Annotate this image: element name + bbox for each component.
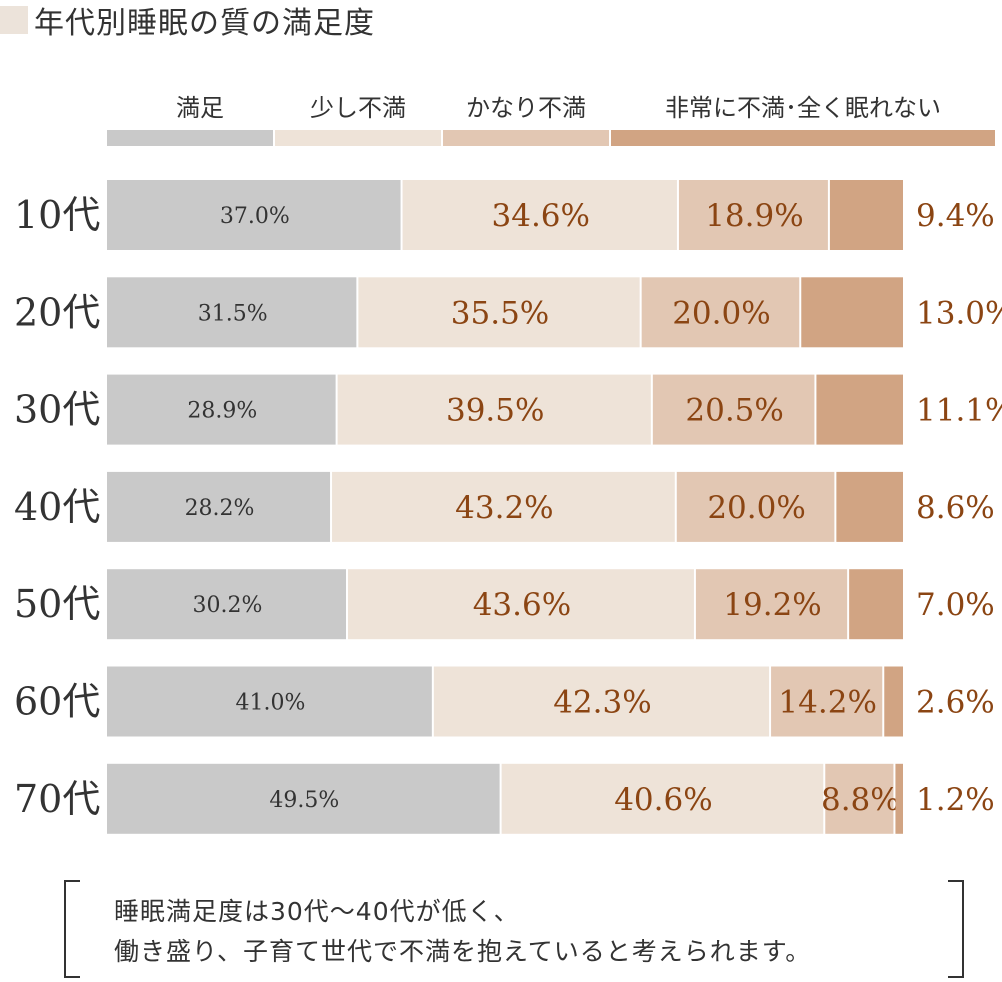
bar-segment (107, 277, 357, 348)
category-label: 40代 (14, 485, 100, 529)
bar-segment (836, 471, 903, 542)
chart-title: 年代別睡眠の質の満足度 (34, 6, 375, 41)
data-label: 49.5% (269, 788, 339, 813)
legend-swatch (107, 130, 273, 146)
data-label: 41.0% (235, 691, 305, 716)
bar-segment (337, 374, 651, 445)
data-label: 13.0% (916, 295, 1002, 331)
category-label: 30代 (14, 388, 100, 432)
category-label: 50代 (14, 582, 100, 626)
bar-segment (771, 666, 883, 737)
data-label: 1.2% (916, 782, 995, 818)
data-label: 43.2% (455, 490, 553, 526)
data-label: 7.0% (916, 587, 995, 623)
note-line-1: 睡眠満足度は30代～40代が低く、 (114, 897, 520, 926)
bar-segment (107, 569, 346, 640)
data-label: 34.6% (492, 198, 590, 234)
data-label: 8.6% (916, 490, 995, 526)
legend-label: 非常に不満･全く眠れない (665, 94, 941, 122)
legend-swatch (443, 130, 609, 146)
bar-segment (107, 763, 500, 834)
bar-segment (348, 569, 694, 640)
bar-segment (816, 374, 903, 445)
data-label: 42.3% (553, 685, 651, 721)
data-label: 40.6% (614, 782, 712, 818)
bar-segment (825, 763, 894, 834)
legend-label: 満足 (176, 94, 224, 122)
bar-segment (801, 277, 903, 348)
data-label: 39.5% (446, 393, 544, 429)
category-label: 10代 (14, 193, 100, 237)
bar-segment (107, 666, 432, 737)
data-label: 18.9% (705, 198, 803, 234)
bar-segment (895, 763, 903, 834)
bar-segment (107, 180, 401, 250)
data-label: 9.4% (916, 198, 995, 234)
category-label: 60代 (14, 680, 100, 724)
bar-segment (501, 763, 824, 834)
category-label: 20代 (14, 290, 100, 334)
data-label: 19.2% (723, 587, 821, 623)
bar-segment (849, 569, 903, 640)
bar-segment (358, 277, 640, 348)
data-label: 8.8% (821, 782, 900, 818)
bar-segment (678, 180, 828, 250)
data-label: 11.1% (916, 393, 1002, 429)
data-label: 35.5% (451, 295, 549, 331)
bar-segment (433, 666, 770, 737)
legend-swatch (275, 130, 441, 146)
legend-label: かなり不満 (466, 94, 586, 122)
bar-segment (695, 569, 848, 640)
legend-swatch (611, 130, 995, 146)
bar-segment (652, 374, 815, 445)
bar-segment (107, 471, 331, 542)
bar-segment (884, 666, 903, 737)
bar-segment (641, 277, 800, 348)
data-label: 37.0% (220, 204, 290, 229)
data-label: 43.6% (473, 587, 571, 623)
bar-segment (107, 374, 336, 445)
category-label: 70代 (14, 777, 100, 821)
data-label: 20.0% (707, 490, 805, 526)
note-line-2: 働き盛り、子育て世代で不満を抱えていると考えられます。 (114, 937, 812, 966)
note-bracket-left (64, 880, 80, 978)
data-label: 30.2% (193, 593, 263, 618)
note-box: 睡眠満足度は30代～40代が低く、 働き盛り、子育て世代で不満を抱えていると考え… (64, 880, 964, 978)
data-label: 28.9% (187, 399, 257, 424)
data-label: 31.5% (198, 301, 268, 326)
legend-label: 少し不満 (310, 94, 406, 122)
title-marker (0, 6, 28, 34)
chart-title-area: 年代別睡眠の質の満足度 (0, 0, 375, 41)
bar-segment (402, 180, 677, 250)
bar-segment (829, 180, 903, 250)
bar-segment (676, 471, 835, 542)
data-label: 28.2% (185, 496, 255, 521)
stacked-bar-chart: 満足 少し不満 かなり不満 非常に不満･全く眠れない 10代 37.0% 34.6% 18.9… (14, 94, 1002, 834)
data-label: 20.0% (672, 295, 770, 331)
bar-segment (332, 471, 675, 542)
note-bracket-right (948, 880, 964, 978)
data-label: 14.2% (778, 685, 876, 721)
data-label: 2.6% (916, 685, 995, 721)
data-label: 20.5% (685, 393, 783, 429)
